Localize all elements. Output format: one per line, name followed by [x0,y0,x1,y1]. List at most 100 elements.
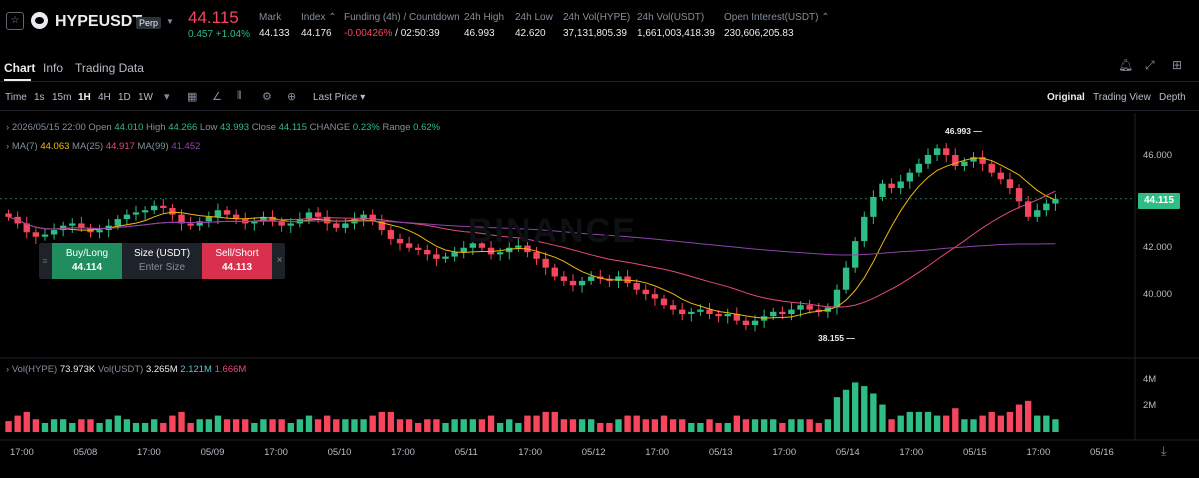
ma7-value: 44.063 [40,141,70,152]
volume-bar [897,415,904,432]
volume-bar [1015,404,1023,432]
interval-1s[interactable]: 1s [34,92,45,103]
volume-bar [278,419,285,432]
volume-bar [32,419,40,432]
tab-chart[interactable]: Chart [4,61,36,75]
interval-1h[interactable]: 1H [78,92,91,103]
favorite-star-icon[interactable]: ☆ [6,12,24,30]
volume-bar [706,419,713,432]
price-type-select[interactable]: Last Price ▾ [313,92,365,103]
interval-1d[interactable]: 1D [118,92,131,103]
ohlc-chevron-icon[interactable]: › [6,122,10,133]
candle [114,219,121,226]
volume-bar [132,422,140,432]
indicator-icon[interactable]: ∠ [212,91,222,103]
volume-bar [715,422,722,432]
volume-bar [587,419,595,432]
view-trading-view[interactable]: Trading View [1093,92,1151,103]
interval-dropdown-icon[interactable]: ▾ [164,91,170,103]
price-tick: 40.000 [1143,289,1173,300]
volume-bar [378,411,385,432]
candle [333,223,340,228]
candle [833,289,841,308]
volume-bar [487,415,495,432]
volume-bar [815,422,822,432]
volume-bar [770,419,777,432]
candle [387,230,395,239]
candle [679,309,686,315]
ohlc-close-label: Close [251,122,276,133]
interval-15m[interactable]: 15m [52,92,72,103]
stat-label-index[interactable]: Index ⌃ [301,12,337,23]
x-tick-label: 05/09 [200,447,225,458]
candle [69,223,76,226]
grid-layout-icon[interactable]: ⊞ [1172,58,1183,72]
calendar-icon[interactable]: ▦ [187,91,198,103]
tab-info[interactable]: Info [43,61,64,75]
volume-bar [888,419,895,432]
volume-bar [360,419,367,432]
stat-label-open-interest[interactable]: Open Interest(USDT) ⌃ [724,12,830,23]
candle [132,212,140,215]
bell-icon[interactable]: 🔔︎ [1118,58,1134,72]
drag-handle-icon[interactable]: ≡ [42,256,48,266]
perp-badge: Perp [136,17,162,29]
candle [933,148,941,155]
settings-icon[interactable]: ⚙ [262,91,272,103]
vol-usdt-value: 3.265M [145,364,178,375]
tab-trading-data[interactable]: Trading Data [75,61,144,75]
candle [706,309,713,315]
volume-bar [269,419,276,432]
stat-label-24h-high: 24h High [464,12,505,23]
scroll-to-latest-icon[interactable]: ⤓ [1161,444,1167,458]
interval-1w[interactable]: 1W [138,92,153,103]
volume-bar [569,419,577,432]
ma-chevron-icon[interactable]: › [6,141,10,152]
chevron-down-icon[interactable]: ▼ [166,17,174,26]
volume-bar [724,422,731,432]
volume-bar [5,421,12,432]
candle [396,238,404,244]
candle [924,154,932,164]
symbol-name[interactable]: HYPEUSDT [55,13,143,30]
sell-short-button[interactable]: Sell/Short 44.113 [202,243,272,279]
view-depth[interactable]: Depth [1159,92,1186,103]
candle [78,223,85,228]
candle [1024,201,1032,217]
candle [897,181,904,189]
volume-bar [524,415,531,432]
plus-circle-icon[interactable]: ⊕ [287,91,297,103]
size-input[interactable]: Size (USDT) Enter Size [123,243,201,279]
candle [232,214,240,220]
candle [870,196,877,217]
candle [1043,203,1050,211]
volume-bar [460,419,467,432]
interval-time[interactable]: Time [5,92,27,103]
candle [660,298,668,306]
stat-label-24h-vol-hype: 24h Vol(HYPE) [563,12,631,23]
stat-value-24h-vol-usdt: 1,661,003,418.39 [637,28,715,39]
volume-bar [633,415,640,432]
volume-bar [469,419,477,432]
x-tick-label: 17:00 [10,447,34,458]
vol-ma1-value: 2.121M [180,364,212,375]
expand-icon[interactable]: ⤢ [1145,58,1155,72]
vol-chevron-icon[interactable]: › [6,364,10,375]
ohlc-change: 0.23% [352,122,380,133]
volume-bar [642,419,649,432]
close-icon[interactable]: × [276,255,283,266]
volume-bar [688,422,695,432]
price-type-label: Last Price [313,92,358,103]
volume-bar [151,419,158,432]
view-original[interactable]: Original [1047,92,1085,103]
buy-long-button[interactable]: Buy/Long 44.114 [52,243,122,279]
caret-down-icon: ▾ [360,92,366,103]
candle-type-icon[interactable]: ⫴ [237,90,242,102]
candle [360,214,367,220]
interval-4h[interactable]: 4H [98,92,111,103]
candle [41,234,49,237]
candle [879,183,886,197]
volume-bar [578,419,586,432]
sell-price: 44.113 [221,262,253,273]
